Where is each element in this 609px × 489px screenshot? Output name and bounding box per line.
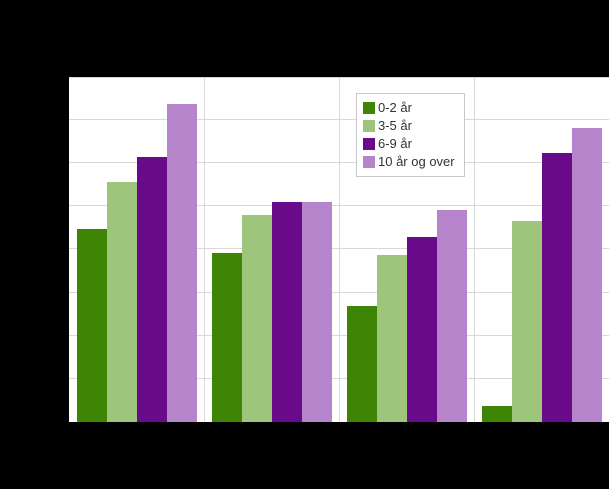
- legend-label: 3-5 år: [378, 118, 412, 133]
- bar: [166, 104, 197, 422]
- legend-label: 6-9 år: [378, 136, 412, 151]
- bar: [136, 157, 167, 422]
- bar: [346, 306, 377, 422]
- bar: [541, 153, 572, 422]
- legend-label: 0-2 år: [378, 100, 412, 115]
- bar: [76, 229, 107, 422]
- bar: [436, 210, 467, 422]
- bar-group: [474, 77, 609, 422]
- bar: [106, 182, 137, 422]
- bar: [301, 202, 332, 422]
- bar: [511, 221, 542, 422]
- bar-group: [69, 77, 204, 422]
- bar: [406, 237, 437, 422]
- legend-item[interactable]: 10 år og over: [363, 153, 455, 171]
- bar: [211, 253, 242, 422]
- chart-legend: 0-2 år 3-5 år 6-9 år 10 år og over: [356, 93, 465, 177]
- gridline-vertical: [204, 77, 205, 422]
- legend-item[interactable]: 3-5 år: [363, 117, 455, 135]
- bar: [481, 406, 512, 422]
- bar: [241, 215, 272, 422]
- legend-swatch-icon: [363, 102, 375, 114]
- bar: [271, 202, 302, 422]
- legend-label: 10 år og over: [378, 154, 455, 169]
- bar: [376, 255, 407, 422]
- legend-item[interactable]: 6-9 år: [363, 135, 455, 153]
- legend-item[interactable]: 0-2 år: [363, 99, 455, 117]
- bar-group: [339, 77, 474, 422]
- legend-swatch-icon: [363, 138, 375, 150]
- legend-swatch-icon: [363, 156, 375, 168]
- legend-swatch-icon: [363, 120, 375, 132]
- gridline-vertical: [339, 77, 340, 422]
- gridline-vertical: [474, 77, 475, 422]
- bar-group: [204, 77, 339, 422]
- bar: [571, 128, 602, 422]
- plot-area: 0-2 år 3-5 år 6-9 år 10 år og over: [69, 77, 609, 422]
